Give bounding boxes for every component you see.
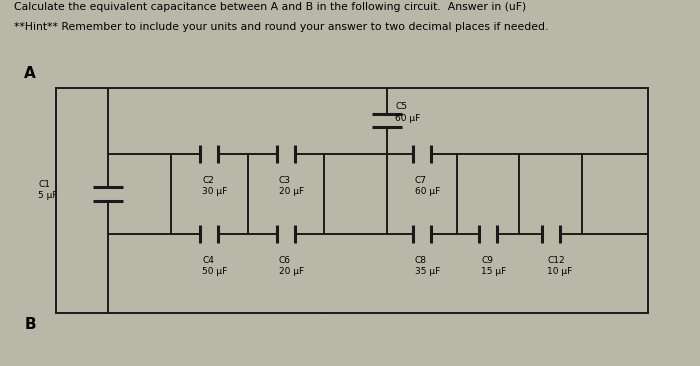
Text: C9
15 μF: C9 15 μF <box>481 256 506 276</box>
Text: C2
30 μF: C2 30 μF <box>202 176 228 196</box>
Text: C1
5 μF: C1 5 μF <box>38 180 58 200</box>
Text: B: B <box>25 317 36 332</box>
Text: C5
60 μF: C5 60 μF <box>395 102 421 123</box>
Text: A: A <box>25 66 36 81</box>
Text: C7
60 μF: C7 60 μF <box>415 176 440 196</box>
Text: C3
20 μF: C3 20 μF <box>279 176 304 196</box>
Text: C12
10 μF: C12 10 μF <box>547 256 573 276</box>
Text: C4
50 μF: C4 50 μF <box>202 256 228 276</box>
Text: Calculate the equivalent capacitance between A and B in the following circuit.  : Calculate the equivalent capacitance bet… <box>14 2 526 12</box>
Text: **Hint** Remember to include your units and round your answer to two decimal pla: **Hint** Remember to include your units … <box>14 22 548 32</box>
Text: C6
20 μF: C6 20 μF <box>279 256 304 276</box>
Text: C8
35 μF: C8 35 μF <box>415 256 440 276</box>
